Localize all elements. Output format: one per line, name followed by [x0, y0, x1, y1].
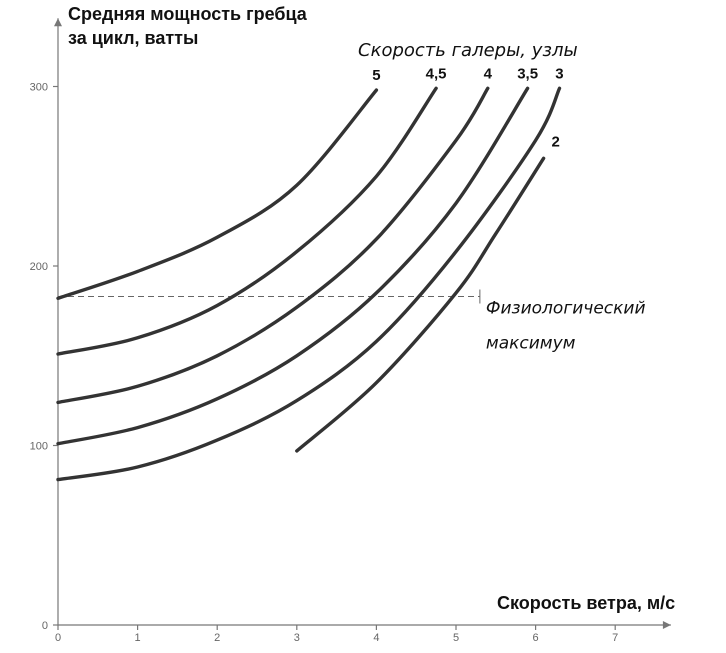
y-axis-arrow	[54, 18, 62, 27]
y-tick-label: 200	[30, 261, 48, 273]
x-tick-label: 7	[612, 632, 618, 644]
series-label-4,5: 4,5	[426, 65, 447, 82]
threshold-layer: Физиологический максимум	[58, 289, 646, 354]
y-axis-title: Средняя мощность гребца за цикл, ватты	[68, 4, 308, 48]
y-tick-label: 300	[30, 82, 48, 94]
x-tick-label: 3	[294, 632, 300, 644]
x-tick-label: 1	[135, 632, 141, 644]
curves	[56, 86, 562, 482]
curve-labels: 5 4,5 4 3,5 3 2	[372, 65, 563, 150]
series-label-5: 5	[372, 67, 380, 84]
x-tick-label: 6	[533, 632, 539, 644]
series-line-4,5	[56, 86, 438, 356]
x-tick-label: 2	[214, 632, 220, 644]
series-label-4: 4	[484, 65, 493, 82]
legend-title: Скорость галеры, узлы	[358, 40, 578, 61]
axis-ticks: 0 1 2 3 4 5 6 7 0 100 200 300	[30, 82, 619, 645]
x-axis-arrow	[662, 621, 671, 629]
series-label-3: 3	[555, 65, 563, 82]
axes	[54, 18, 671, 629]
threshold-label-line-1: Физиологический	[486, 299, 646, 319]
y-tick-label: 100	[30, 441, 48, 453]
x-tick-label: 5	[453, 632, 459, 644]
threshold-label-line-2: максимум	[486, 334, 576, 354]
y-tick-label: 0	[42, 620, 48, 632]
x-tick-label: 0	[55, 632, 61, 644]
series-line-2	[295, 156, 546, 453]
x-tick-label: 4	[373, 632, 379, 644]
series-line-3	[56, 86, 562, 482]
series-line-3,5	[56, 86, 530, 446]
series-line-5	[56, 88, 379, 300]
series-label-2: 2	[552, 133, 560, 150]
series-line-4	[56, 86, 490, 405]
y-axis-title-line-2: за цикл, ватты	[68, 28, 198, 48]
x-axis-title: Скорость ветра, м/с	[497, 593, 675, 613]
series-label-3,5: 3,5	[517, 65, 538, 82]
y-axis-title-line-1: Средняя мощность гребца	[68, 4, 308, 24]
